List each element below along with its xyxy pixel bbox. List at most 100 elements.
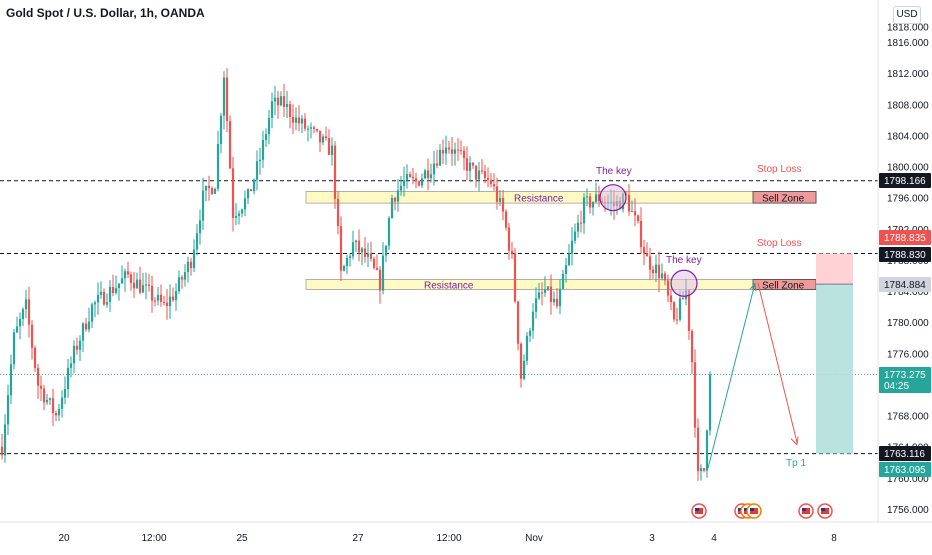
candle-body[interactable] [372, 258, 376, 268]
candle-body[interactable] [588, 196, 592, 208]
candle-body[interactable] [9, 364, 13, 396]
candle-body[interactable] [336, 198, 340, 227]
price-tag[interactable] [879, 462, 931, 477]
candle-body[interactable] [330, 145, 334, 155]
candle-body[interactable] [702, 468, 706, 471]
price-tag[interactable] [879, 247, 931, 262]
candle-body[interactable] [369, 253, 373, 259]
candle-body[interactable] [708, 374, 712, 431]
candle-body[interactable] [477, 170, 481, 180]
candle-body[interactable] [111, 286, 115, 293]
candle-body[interactable] [594, 194, 598, 202]
candle-body[interactable] [354, 240, 358, 243]
candle-body[interactable] [432, 163, 436, 175]
candle-body[interactable] [564, 265, 568, 275]
candle-body[interactable] [228, 121, 232, 169]
candle-body[interactable] [312, 127, 316, 129]
candle-body[interactable] [480, 170, 484, 172]
candle-body[interactable] [639, 221, 643, 248]
candle-body[interactable] [183, 272, 187, 280]
candle-body[interactable] [222, 77, 226, 116]
candle-body[interactable] [405, 174, 409, 181]
candle-body[interactable] [507, 227, 511, 251]
candle-body[interactable] [48, 398, 52, 400]
candle-body[interactable] [270, 101, 274, 118]
candle-body[interactable] [231, 168, 235, 218]
candle-body[interactable] [54, 413, 58, 416]
candle-body[interactable] [168, 296, 172, 306]
candle-body[interactable] [483, 171, 487, 178]
candle-body[interactable] [645, 253, 649, 257]
candle-body[interactable] [162, 301, 166, 303]
candle-body[interactable] [429, 174, 433, 179]
price-tag[interactable] [879, 446, 931, 461]
candle-body[interactable] [63, 389, 67, 398]
candle-body[interactable] [699, 468, 703, 472]
candle-body[interactable] [474, 165, 478, 180]
the-key-circle[interactable] [670, 269, 698, 297]
candle-body[interactable] [78, 340, 82, 350]
candle-body[interactable] [255, 161, 259, 180]
candle-body[interactable] [84, 323, 88, 330]
candle-body[interactable] [390, 197, 394, 219]
candle-body[interactable] [288, 104, 292, 118]
the-key-circle[interactable] [599, 184, 627, 212]
candle-body[interactable] [252, 179, 256, 192]
candle-body[interactable] [30, 324, 34, 348]
candle-body[interactable] [642, 247, 646, 254]
candle-body[interactable] [114, 288, 118, 293]
candle-body[interactable] [468, 162, 472, 171]
candle-body[interactable] [567, 253, 571, 266]
candle-body[interactable] [579, 222, 583, 224]
candle-body[interactable] [693, 362, 697, 428]
candle-body[interactable] [129, 274, 133, 283]
candle-body[interactable] [204, 185, 208, 191]
candle-body[interactable] [150, 285, 154, 301]
candle-body[interactable] [126, 271, 130, 275]
candle-body[interactable] [513, 253, 517, 302]
candle-body[interactable] [138, 279, 142, 293]
candle-body[interactable] [279, 96, 283, 106]
candle-body[interactable] [558, 288, 562, 307]
candle-body[interactable] [651, 269, 655, 274]
candle-body[interactable] [453, 149, 457, 154]
candle-body[interactable] [321, 136, 325, 143]
candle-body[interactable] [504, 211, 508, 228]
candle-body[interactable] [153, 300, 157, 302]
candle-body[interactable] [657, 264, 661, 279]
candle-body[interactable] [201, 190, 205, 221]
candle-body[interactable] [582, 197, 586, 224]
candle-body[interactable] [438, 150, 442, 166]
candle-body[interactable] [66, 367, 70, 390]
candle-body[interactable] [318, 130, 322, 143]
candle-body[interactable] [489, 179, 493, 185]
candle-body[interactable] [459, 150, 463, 152]
candle-body[interactable] [498, 197, 502, 202]
candle-body[interactable] [141, 285, 145, 293]
candle-body[interactable] [225, 77, 229, 122]
candle-body[interactable] [306, 128, 310, 130]
candle-body[interactable] [135, 279, 139, 289]
candle-body[interactable] [189, 261, 193, 269]
candle-body[interactable] [198, 220, 202, 234]
candle-body[interactable] [381, 255, 385, 291]
candle-body[interactable] [396, 190, 400, 202]
candle-body[interactable] [303, 118, 307, 129]
candle-body[interactable] [180, 277, 184, 280]
candle-body[interactable] [75, 345, 79, 350]
candle-body[interactable] [159, 294, 163, 302]
price-tag[interactable] [879, 367, 931, 393]
candle-body[interactable] [360, 248, 364, 253]
candle-body[interactable] [636, 215, 640, 222]
candle-body[interactable] [3, 424, 7, 456]
candle-body[interactable] [51, 398, 55, 414]
candle-body[interactable] [147, 284, 151, 286]
candle-body[interactable] [417, 181, 421, 186]
candle-body[interactable] [18, 319, 22, 327]
candle-body[interactable] [144, 284, 148, 286]
candle-body[interactable] [348, 256, 352, 258]
candle-body[interactable] [81, 323, 85, 341]
candle-body[interactable] [435, 163, 439, 166]
candle-body[interactable] [102, 291, 106, 305]
